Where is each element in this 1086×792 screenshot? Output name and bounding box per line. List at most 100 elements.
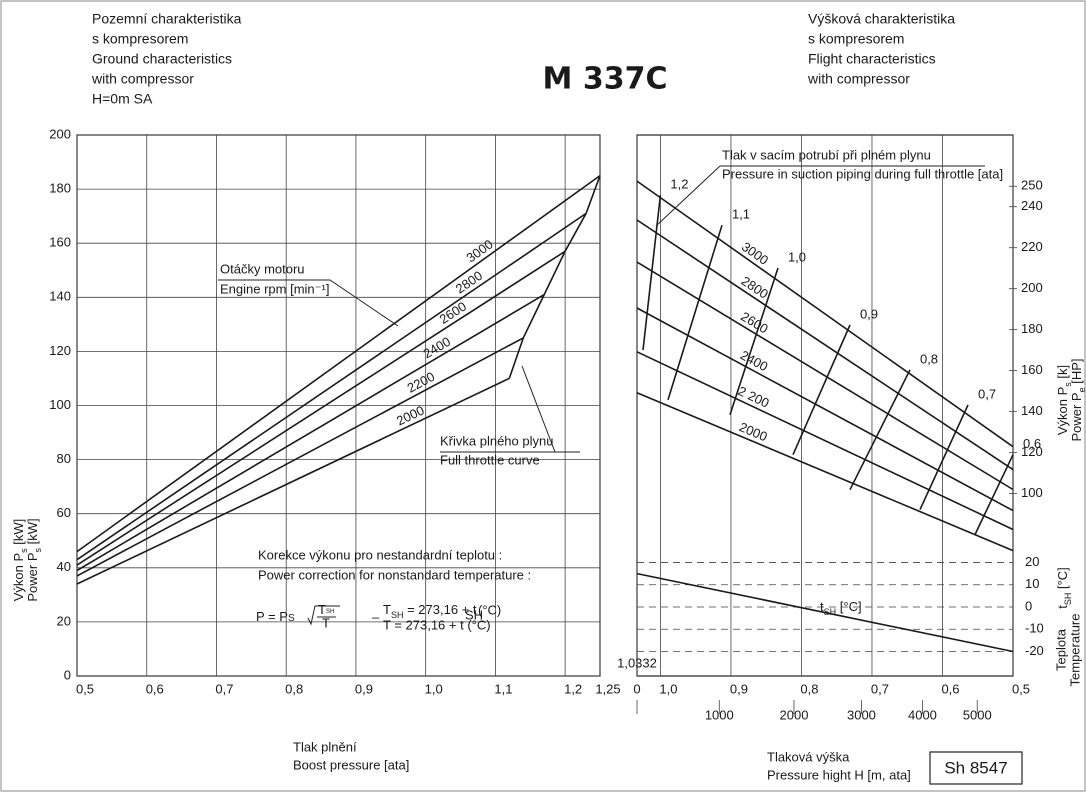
boost-label: 0,7 [978,386,996,401]
formula-eq1: TSH = 273,16 + t [383,602,477,620]
y-axis-label: Výkon Ps [kW] [11,519,29,602]
chart-title-line: Pozemní charakteristika [92,11,242,27]
formula-main: P = P [256,609,288,624]
power-line [636,180,1014,448]
y-tick-label: 140 [1021,403,1043,418]
temperature-label: tSH [°C] [820,599,862,617]
formula-eq1-unit: (°C) [478,602,501,617]
y-axis-label: Power Ps [kW] [25,518,43,601]
boost-label: 0,6 [1023,436,1041,451]
x-tick-label: 0,6 [146,681,164,696]
x-axis-label: Tlak plnění [293,739,357,754]
y-tick-label: 60 [57,505,71,520]
x2-tick-label: 1000 [705,707,734,722]
boost-line [642,195,662,351]
y-axis-label-sub: s [1063,382,1073,387]
formula-sep: – [372,609,380,624]
y-tick-label: 40 [57,559,71,574]
boost-label: 1,1 [732,207,750,222]
y2-axis-label: Teplota [1053,628,1068,671]
y2-tick-label: 20 [1025,554,1039,569]
x2-tick-label: 3000 [847,707,876,722]
formula-eq1-sub: SH [465,607,483,622]
power-line [636,351,1014,531]
formula-sub: S [288,613,295,624]
correction-label: Korekce výkonu pro nestandardní teplotu … [258,547,502,562]
formula-num-main: T [318,602,326,617]
y-tick-label: 240 [1021,198,1043,213]
x-tick-label: 1,2 [564,681,582,696]
temperature-label-sub: SH [824,607,837,617]
x-axis-label: Pressure hight H [m, ata] [767,767,911,782]
y2-tick-label: 10 [1025,576,1039,591]
x2-tick-label: 5000 [963,707,992,722]
power-line [636,307,1014,512]
y-axis-label: Výkon Ps [k] [1055,365,1073,435]
formula-num-sub: SH [326,609,334,615]
formula-num: TSH [318,602,334,617]
x-tick-label: 1,25 [595,681,620,696]
chart-title-line: Flight characteristics [808,51,936,67]
boost-label: 0,9 [860,306,878,321]
x-tick-label: 0,6 [941,681,959,696]
rpm-label: Engine rpm [min⁻¹] [220,281,329,296]
y-axis-label-main: Power P [1069,392,1084,441]
y-tick-label: 200 [49,126,71,141]
x-tick-label: 1,0 [425,681,443,696]
power-line [76,212,587,561]
full-throttle-leader [440,365,580,453]
y-tick-label: 100 [1021,485,1043,500]
y-axis-label-main: Výkon P [1055,387,1070,435]
y-tick-label: 140 [49,289,71,304]
y-axis-label-rest: [kW] [11,519,26,549]
x-tick-label: 0,9 [730,681,748,696]
y-tick-label: 220 [1021,239,1043,254]
formula-den: T [322,615,330,630]
x2-tick-label: 2000 [780,707,809,722]
y-tick-label: 160 [49,235,71,250]
boost-line [974,454,1014,535]
y-axis-label-sub: s [33,547,43,552]
formula-eq1-rest: = 273,16 + t [403,602,476,617]
y-tick-label: 0 [64,667,71,682]
x-axis-label: Boost pressure [ata] [293,757,409,772]
y2-axis-label: tSH [°C] [1055,567,1073,609]
boost-line [792,324,851,456]
y-tick-label: 160 [1021,362,1043,377]
y2-tick-label: -20 [1025,643,1044,658]
x-tick-label: 0,5 [1012,681,1030,696]
boost-line [729,267,779,415]
header-line: Pressure in suction piping during full t… [722,166,1003,181]
y-tick-label: 20 [57,613,71,628]
x2-tick-label: 4000 [908,707,937,722]
formula-root [307,605,340,626]
formula-lhs: P = PS [256,609,295,624]
y-tick-label: 200 [1021,280,1043,295]
chart-title-line: s kompresorem [808,31,904,47]
y2-axis-label-sub: SH [1063,593,1073,606]
x-tick-label: 0,5 [76,681,94,696]
rpm-leader [218,279,399,327]
x2-tick-label: 0 [633,681,640,696]
chart-title-line: with compressor [807,71,910,87]
y-axis-label-sub: s [19,548,29,553]
power-line [76,293,545,572]
formula-eq2: T = 273,16 + t (°C) [383,617,491,632]
power-line [76,250,566,566]
x-tick-label: 1,1 [494,681,512,696]
chart-title-line: Ground characteristics [92,51,232,67]
full-throttle-label: Full throttle curve [440,452,540,467]
power-line [636,219,1014,471]
y2-axis-label-rest: [°C] [1055,567,1070,592]
y-axis-label: Power Pe [HP] [1069,358,1086,441]
x-tick-label: 1,0332 [617,655,657,670]
boost-label: 0,8 [920,351,938,366]
formula-eq1-main: T [383,602,391,617]
boost-line [849,369,911,491]
x-tick-label: 0,8 [800,681,818,696]
temperature-label-main: t [820,599,824,614]
x-tick-label: 0,7 [215,681,233,696]
correction-label: Power correction for nonstandard tempera… [258,567,531,582]
